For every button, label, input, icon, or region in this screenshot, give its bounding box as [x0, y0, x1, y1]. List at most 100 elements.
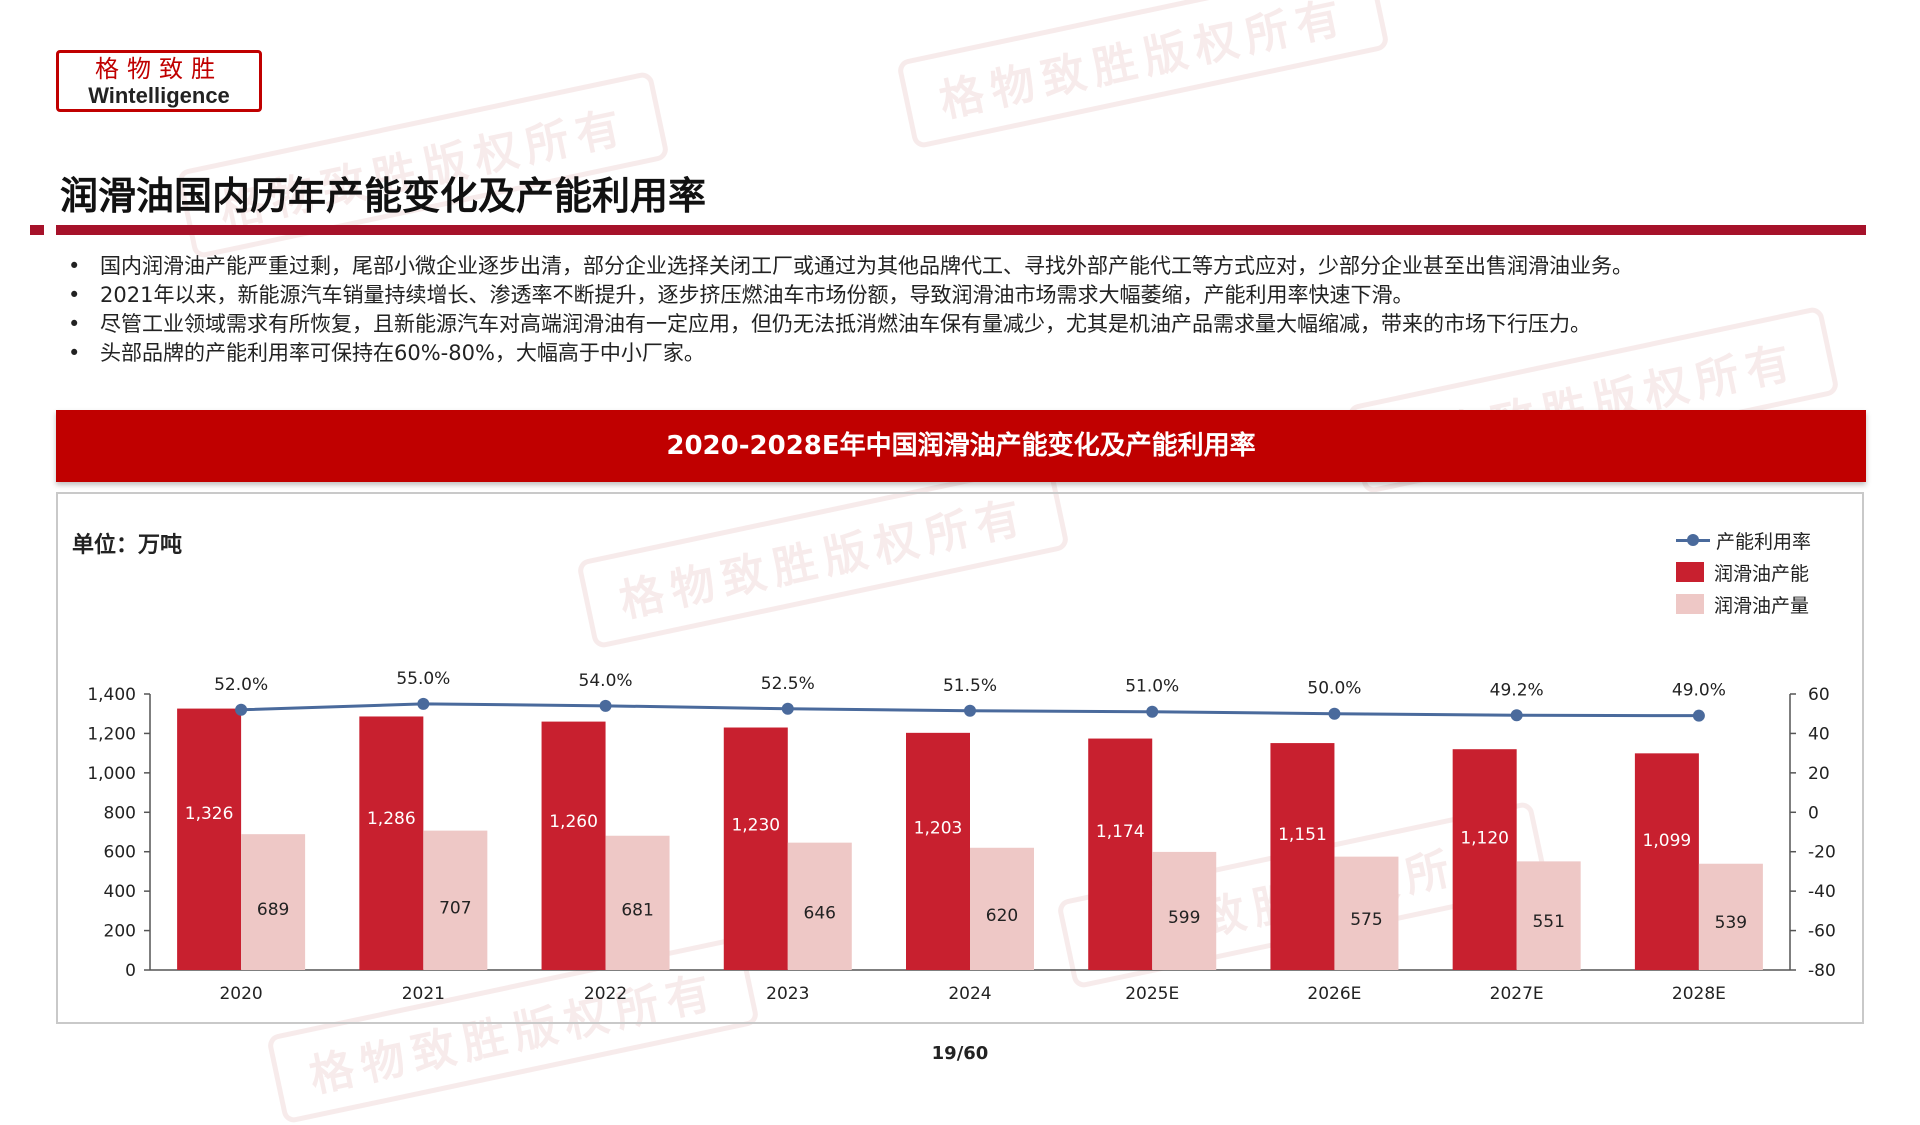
x-tick-label: 2023: [766, 984, 809, 1004]
output-bar: [1152, 851, 1217, 970]
x-tick-label: 2022: [584, 984, 627, 1004]
utilization-point: [235, 703, 248, 716]
utilization-point: [1510, 709, 1523, 722]
y-left-tick-label: 200: [104, 922, 136, 942]
chart-unit-label: 单位：万吨: [72, 533, 183, 558]
bullet-item: 国内润滑油产能严重过剩，尾部小微企业逐步出清，部分企业选择关闭工厂或通过为其他品…: [68, 252, 1868, 281]
chart-title: 2020-2028E年中国润滑油产能变化及产能利用率: [56, 410, 1866, 482]
output-bar: [1334, 856, 1399, 970]
y-left-tick-label: 400: [104, 882, 136, 902]
utilization-point: [1146, 705, 1159, 718]
capacity-data-label: 1,099: [1643, 831, 1692, 851]
capacity-data-label: 1,174: [1096, 822, 1145, 842]
y-right-tick-label: 40: [1808, 724, 1830, 744]
legend-item-capacity: 润滑油产能: [1676, 556, 1811, 588]
output-data-label: 575: [1350, 910, 1382, 930]
page-title: 润滑油国内历年产能变化及产能利用率: [60, 174, 707, 218]
capacity-bar: [1452, 749, 1517, 970]
utilization-data-label: 55.0%: [396, 669, 450, 689]
capacity-bar: [177, 708, 242, 970]
logo-cn-text: 格物致胜: [95, 55, 223, 83]
y-right-tick-label: 20: [1808, 764, 1830, 784]
title-divider-accent: [30, 225, 44, 235]
utilization-data-label: 51.0%: [1125, 677, 1179, 697]
legend-label: 润滑油产能: [1714, 562, 1810, 585]
logo-en-text: Wintelligence: [88, 83, 230, 108]
y-right-tick-label: -60: [1808, 922, 1836, 942]
capacity-bar: [359, 716, 424, 970]
capacity-bar: [1634, 753, 1699, 970]
output-data-label: 599: [1168, 908, 1200, 928]
y-left-tick-label: 0: [125, 961, 136, 981]
y-left-tick-label: 1,400: [87, 685, 136, 705]
page-number: 19/60: [931, 1043, 989, 1064]
utilization-point: [964, 704, 976, 717]
chart-legend: 产能利用率 润滑油产能 润滑油产量: [1676, 524, 1811, 620]
x-tick-label: 2025E: [1125, 984, 1179, 1004]
x-tick-label: 2028E: [1672, 984, 1726, 1004]
utilization-data-label: 52.5%: [761, 674, 815, 694]
y-right-tick-label: -20: [1808, 843, 1836, 863]
output-bar: [423, 830, 488, 970]
output-bar: [1698, 863, 1763, 970]
title-divider: [56, 225, 1866, 235]
output-bar: [1516, 861, 1581, 970]
output-data-label: 539: [1715, 913, 1747, 933]
y-right-tick-label: 0: [1808, 803, 1819, 823]
y-right-tick-label: -40: [1808, 882, 1836, 902]
utilization-data-label: 49.2%: [1490, 680, 1544, 700]
capacity-bar: [906, 732, 970, 970]
y-right-tick-label: 60: [1808, 685, 1830, 705]
legend-label: 产能利用率: [1716, 530, 1812, 553]
capacity-data-label: 1,230: [731, 816, 780, 836]
output-bar: [970, 847, 1034, 970]
legend-item-output: 润滑油产量: [1676, 588, 1811, 620]
utilization-point: [1328, 707, 1341, 720]
utilization-point: [1692, 709, 1705, 722]
bullet-item: 2021年以来，新能源汽车销量持续增长、渗透率不断提升，逐步挤压燃油车市场份额，…: [68, 281, 1868, 310]
utilization-point: [781, 702, 794, 715]
legend-swatch: [1676, 562, 1704, 582]
output-data-label: 689: [257, 900, 289, 920]
bar-line-chart: 02004006008001,0001,2001,400-80-60-40-20…: [87, 669, 1836, 1004]
utilization-point: [417, 697, 430, 710]
x-tick-label: 2020: [219, 984, 262, 1004]
capacity-bar: [1270, 743, 1335, 970]
x-tick-label: 2021: [402, 984, 445, 1004]
utilization-data-label: 49.0%: [1672, 681, 1726, 701]
legend-label: 润滑油产量: [1714, 594, 1810, 617]
y-right-tick-label: -80: [1808, 961, 1836, 981]
output-bar: [241, 834, 306, 970]
utilization-point: [599, 699, 612, 712]
y-left-tick-label: 800: [104, 803, 136, 823]
utilization-data-label: 51.5%: [943, 676, 997, 696]
bullet-item: 头部品牌的产能利用率可保持在60%-80%，大幅高于中小厂家。: [68, 339, 1868, 368]
output-data-label: 707: [439, 898, 471, 918]
capacity-bar: [723, 727, 788, 970]
capacity-data-label: 1,203: [914, 819, 963, 839]
y-left-tick-label: 600: [104, 843, 136, 863]
output-bar: [605, 835, 670, 970]
y-left-tick-label: 1,200: [87, 724, 136, 744]
output-data-label: 681: [621, 901, 653, 921]
output-data-label: 551: [1532, 912, 1564, 932]
capacity-bar: [541, 721, 606, 970]
legend-item-utilization: 产能利用率: [1676, 524, 1811, 556]
capacity-bar: [1088, 738, 1153, 970]
y-left-tick-label: 1,000: [87, 764, 136, 784]
chart-frame: [56, 492, 1864, 1024]
output-bar: [787, 842, 852, 970]
x-tick-label: 2026E: [1307, 984, 1361, 1004]
company-logo: 格物致胜 Wintelligence: [56, 50, 262, 112]
capacity-data-label: 1,260: [549, 812, 598, 832]
utilization-data-label: 54.0%: [579, 671, 633, 691]
utilization-data-label: 50.0%: [1307, 679, 1361, 699]
bullet-item: 尽管工业领域需求有所恢复，且新能源汽车对高端润滑油有一定应用，但仍无法抵消燃油车…: [68, 310, 1868, 339]
output-data-label: 620: [986, 906, 1018, 926]
capacity-data-label: 1,326: [185, 804, 234, 824]
capacity-data-label: 1,151: [1278, 825, 1327, 845]
capacity-data-label: 1,120: [1460, 829, 1509, 849]
bullet-list: 国内润滑油产能严重过剩，尾部小微企业逐步出清，部分企业选择关闭工厂或通过为其他品…: [68, 252, 1868, 368]
legend-swatch: [1676, 594, 1704, 614]
x-tick-label: 2024: [948, 984, 991, 1004]
